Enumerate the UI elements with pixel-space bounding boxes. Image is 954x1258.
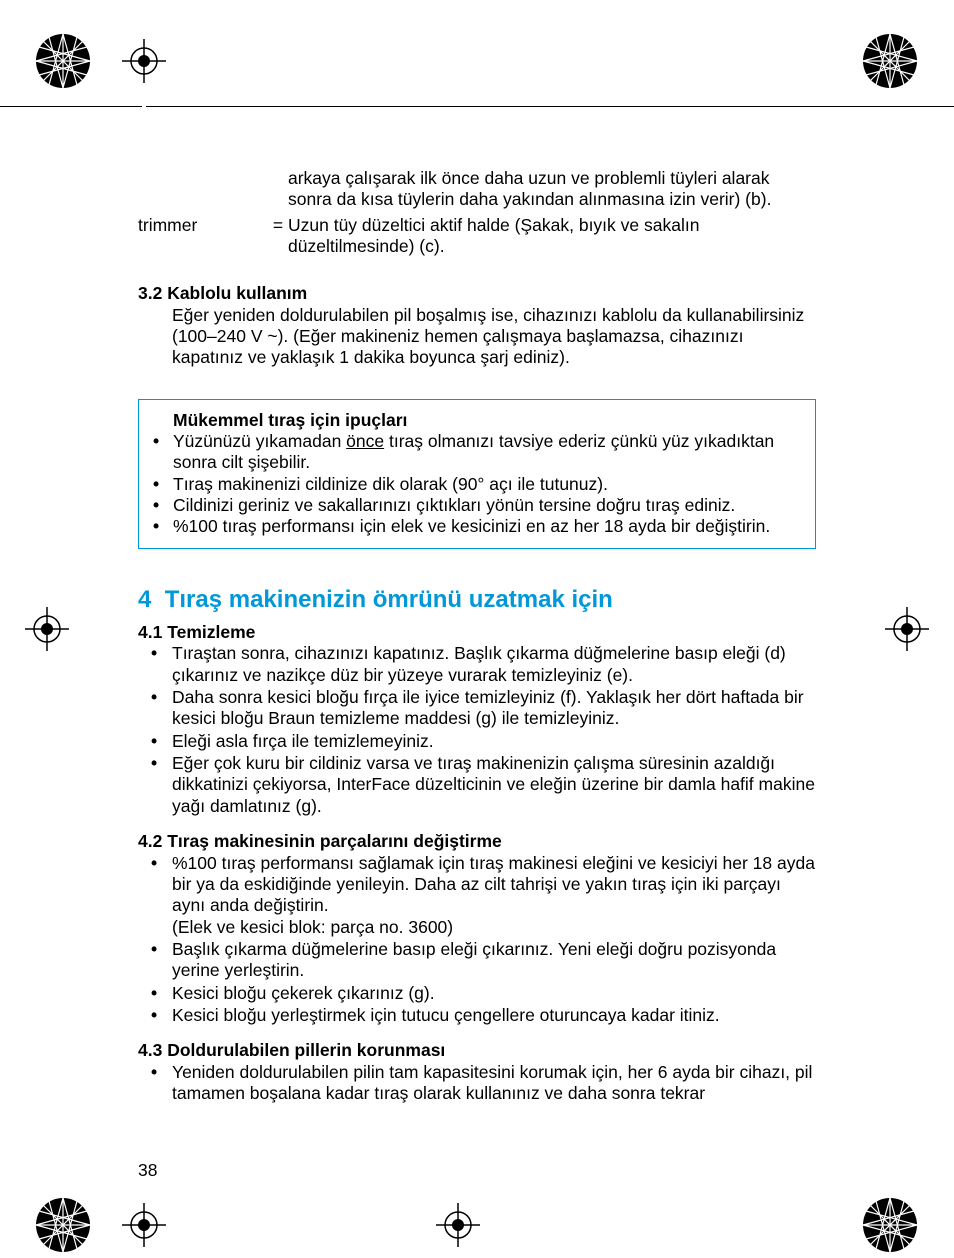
crosshair-icon bbox=[122, 39, 166, 83]
body-text: arkaya çalışarak ilk önce daha uzun ve p… bbox=[288, 168, 816, 211]
definition-label: trimmer bbox=[138, 215, 268, 236]
list-item: Başlık çıkarma düğmelerine basıp eleği ç… bbox=[151, 939, 816, 982]
crosshair-icon bbox=[885, 607, 929, 651]
bullet-list: %100 tıraş performansı sağlamak için tır… bbox=[151, 853, 816, 1027]
rule-line bbox=[146, 106, 954, 107]
list-item: %100 tıraş performansı sağlamak için tır… bbox=[151, 853, 816, 938]
crosshair-icon bbox=[122, 1203, 166, 1247]
section-heading-4-3: 4.3 Doldurulabilen pillerin korunması bbox=[138, 1040, 816, 1061]
page-number: 38 bbox=[138, 1160, 157, 1181]
registration-mark-icon bbox=[35, 33, 91, 89]
list-item: Yüzünüzü yıkamadan önce tıraş olmanızı t… bbox=[153, 431, 801, 474]
body-text: Uzun tüy düzeltici aktif halde (Şakak, b… bbox=[288, 215, 816, 258]
bullet-list: Tıraştan sonra, cihazınızı kapatınız. Ba… bbox=[151, 643, 816, 817]
list-item: %100 tıraş performansı için elek ve kesi… bbox=[153, 516, 801, 537]
list-item: Eleği asla fırça ile temizlemeyiniz. bbox=[151, 731, 816, 752]
section-heading-4-2: 4.2 Tıraş makinesinin parçalarını değişt… bbox=[138, 831, 816, 852]
list-item: Cildinizi geriniz ve sakallarınızı çıktı… bbox=[153, 495, 801, 516]
registration-mark-icon bbox=[862, 33, 918, 89]
bullet-list: Yeniden doldurulabilen pilin tam kapasit… bbox=[151, 1062, 816, 1105]
list-item: Tıraştan sonra, cihazınızı kapatınız. Ba… bbox=[151, 643, 816, 686]
section-heading-3-2: 3.2 Kablolu kullanım bbox=[138, 283, 816, 304]
rule-line bbox=[0, 106, 142, 107]
crosshair-icon bbox=[25, 607, 69, 651]
list-item: Yeniden doldurulabilen pilin tam kapasit… bbox=[151, 1062, 816, 1105]
section-heading-4: 4 Tıraş makinenizin ömrünü uzatmak için bbox=[138, 585, 816, 614]
list-item: Daha sonra kesici bloğu fırça ile iyice … bbox=[151, 687, 816, 730]
list-item: Tıraş makinenizi cildinize dik olarak (9… bbox=[153, 474, 801, 495]
page-content: arkaya çalışarak ilk önce daha uzun ve p… bbox=[138, 168, 816, 1105]
list-item: Kesici bloğu çekerek çıkarınız (g). bbox=[151, 983, 816, 1004]
definition-row-continuation: arkaya çalışarak ilk önce daha uzun ve p… bbox=[138, 168, 816, 211]
tips-list: Yüzünüzü yıkamadan önce tıraş olmanızı t… bbox=[153, 431, 801, 538]
tips-box: Mükemmel tıraş için ipuçları Yüzünüzü yı… bbox=[138, 399, 816, 549]
section-heading-4-1: 4.1 Temizleme bbox=[138, 622, 816, 643]
tips-title: Mükemmel tıraş için ipuçları bbox=[173, 410, 801, 431]
crosshair-icon bbox=[436, 1203, 480, 1247]
body-text: Eğer yeniden doldurulabilen pil boşalmış… bbox=[172, 305, 816, 369]
equals-sign: = bbox=[268, 215, 288, 236]
definition-row-trimmer: trimmer = Uzun tüy düzeltici aktif halde… bbox=[138, 215, 816, 258]
list-item: Kesici bloğu yerleştirmek için tutucu çe… bbox=[151, 1005, 816, 1026]
list-item: Eğer çok kuru bir cildiniz varsa ve tıra… bbox=[151, 753, 816, 817]
registration-mark-icon bbox=[35, 1197, 91, 1253]
registration-mark-icon bbox=[862, 1197, 918, 1253]
